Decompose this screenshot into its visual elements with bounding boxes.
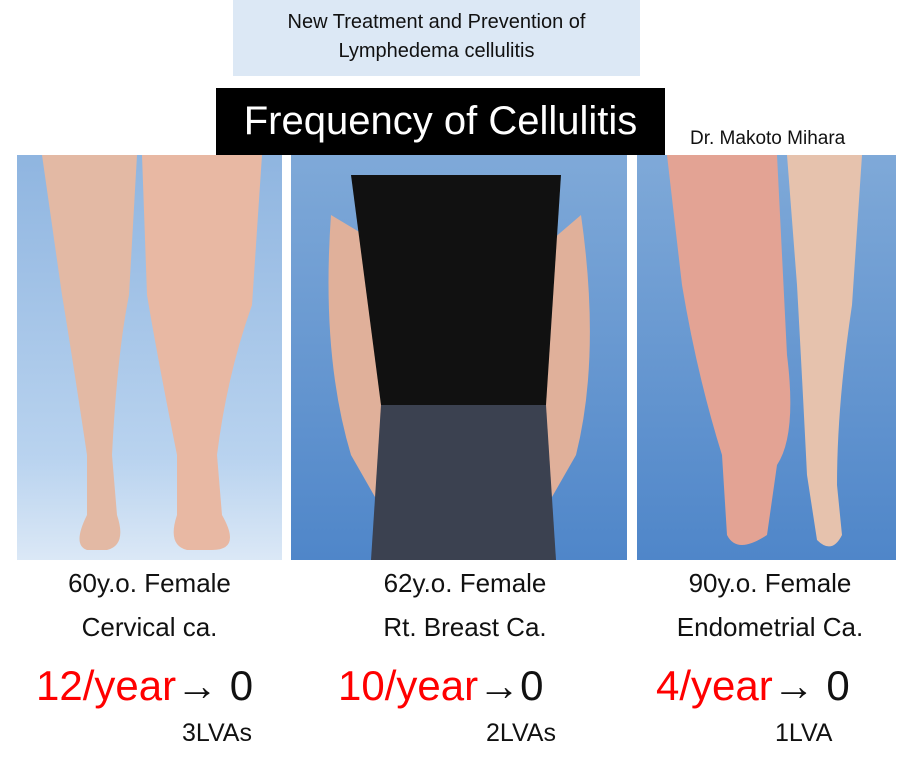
case-1-caption: 60y.o. Female Cervical ca. [17, 561, 282, 649]
case-2-procedure: 2LVAs [486, 719, 556, 747]
photo-legs-case-3 [637, 155, 896, 560]
frequency-before: 4/year [656, 662, 773, 709]
author: Dr. Makoto Mihara [690, 128, 846, 149]
frequency-after: 0 [826, 662, 850, 709]
subtitle-line-2: Lymphedema cellulitis [338, 40, 535, 62]
frequency-before: 10/year [338, 662, 479, 709]
case-1-procedure: 3LVAs [182, 719, 252, 747]
case-3-diagnosis: Endometrial Ca. [676, 612, 864, 642]
subtitle-line-1: New Treatment and Prevention of [287, 11, 586, 33]
legs-image [42, 155, 262, 550]
case-2-patient: 62y.o. Female [383, 568, 547, 598]
case-2-diagnosis: Rt. Breast Ca. [383, 612, 547, 642]
case-2-caption: 62y.o. Female Rt. Breast Ca. [300, 561, 630, 649]
arrow: → [176, 662, 219, 709]
photo-legs-case-1 [17, 155, 282, 560]
case-1-frequency: 12/year→ 0 [36, 662, 253, 710]
arrow: → [478, 662, 521, 709]
photo-arms-case-2 [291, 155, 627, 560]
case-1-patient: 60y.o. Female [68, 568, 231, 598]
case-3-patient: 90y.o. Female [688, 568, 852, 598]
case-3-frequency: 4/year→ 0 [656, 662, 850, 710]
arms-image [328, 175, 590, 560]
slide-title: Frequency of Cellulitis [216, 88, 665, 155]
case-3-caption: 90y.o. Female Endometrial Ca. [630, 561, 910, 649]
frequency-before: 12/year [36, 662, 177, 709]
case-1-diagnosis: Cervical ca. [81, 612, 218, 642]
case-3-procedure: 1LVA [775, 719, 833, 747]
arrow: → [772, 662, 815, 709]
subtitle-box: New Treatment and Prevention of Lymphede… [233, 0, 640, 76]
frequency-after: 0 [229, 662, 254, 709]
legs-image [667, 155, 862, 547]
frequency-after: 0 [520, 662, 544, 709]
case-2-frequency: 10/year→0 [338, 662, 543, 710]
